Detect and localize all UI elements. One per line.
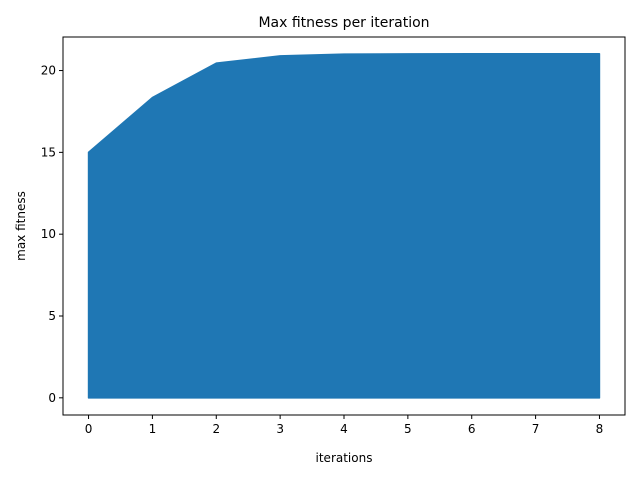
y-axis-label: max fitness (14, 191, 28, 261)
y-tick-label: 15 (41, 145, 56, 159)
x-axis-label: iterations (316, 451, 373, 465)
x-tick-label: 2 (212, 422, 220, 436)
x-tick-label: 0 (85, 422, 93, 436)
x-tick-label: 8 (596, 422, 604, 436)
area-series-fill (87, 52, 601, 399)
x-tick-label: 1 (149, 422, 157, 436)
chart-title: Max fitness per iteration (258, 15, 429, 31)
x-tick-label: 3 (276, 422, 284, 436)
y-tick-label: 0 (48, 391, 56, 405)
y-tick-label: 10 (41, 227, 56, 241)
plot-area (87, 52, 601, 399)
x-tick-label: 5 (404, 422, 412, 436)
x-axis-ticks: 0 1 2 3 4 5 6 7 8 (85, 415, 604, 436)
y-axis-ticks: 0 5 10 15 20 (41, 64, 63, 405)
x-tick-label: 4 (340, 422, 348, 436)
y-tick-label: 20 (41, 64, 56, 78)
axes-frame (62, 36, 626, 416)
y-tick-label: 5 (48, 309, 56, 323)
x-tick-label: 7 (532, 422, 540, 436)
x-tick-label: 6 (468, 422, 476, 436)
